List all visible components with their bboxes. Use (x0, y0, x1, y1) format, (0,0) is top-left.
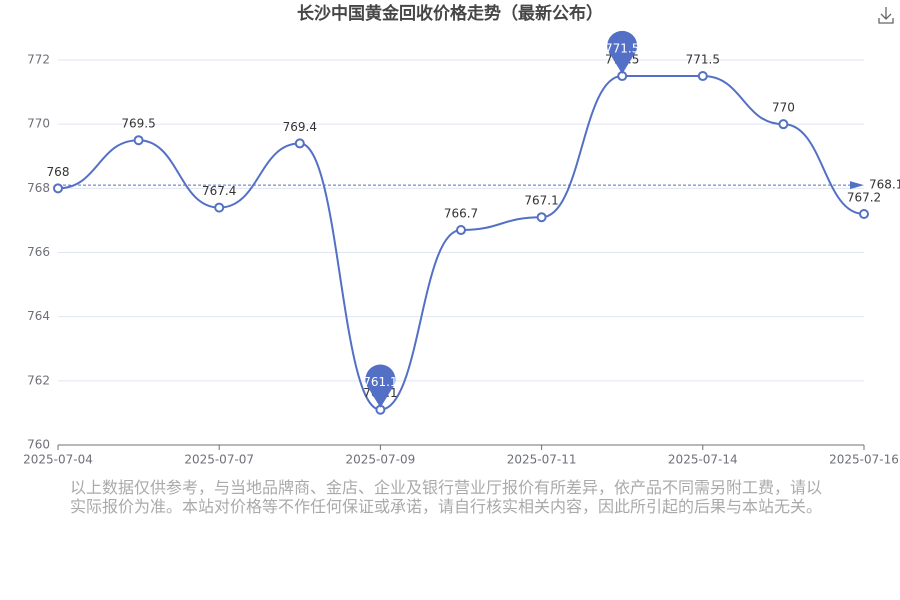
download-icon[interactable] (878, 7, 894, 24)
x-tick-label: 2025-07-11 (507, 453, 577, 467)
x-tick-label: 2025-07-16 (829, 453, 899, 467)
value-label: 768 (47, 165, 70, 179)
y-tick-label: 772 (27, 53, 50, 67)
point (456, 225, 466, 236)
y-tick-label: 764 (27, 309, 50, 323)
mark-pin (607, 30, 638, 75)
point (214, 202, 225, 213)
value-label: 767.2 (847, 191, 881, 205)
x-tick-label: 2025-07-04 (23, 453, 93, 467)
point (53, 183, 63, 194)
x-tick-label: 2025-07-14 (668, 453, 738, 467)
average-arrow (850, 181, 864, 190)
y-tick-label: 768 (27, 181, 50, 195)
value-label: 767.1 (524, 194, 558, 208)
y-tick-label: 770 (27, 117, 50, 131)
point (697, 71, 708, 82)
y-tick-label: 762 (27, 373, 50, 387)
y-tick-label: 760 (27, 438, 50, 452)
y-tick-label: 766 (27, 245, 50, 259)
value-label: 771.5 (686, 53, 720, 67)
point (536, 212, 547, 223)
mark-pin (365, 364, 396, 408)
line (57, 75, 865, 411)
value-label: 769.5 (121, 117, 155, 131)
mark-pin-label: 761.1 (363, 375, 397, 389)
point (294, 138, 305, 149)
value-label: 770 (772, 101, 795, 115)
value-label: 767.4 (202, 184, 236, 198)
x-tick-label: 2025-07-09 (346, 453, 416, 467)
chart-title: 长沙中国黄金回收价格走势（最新公布） (297, 3, 603, 24)
value-label: 769.4 (283, 120, 317, 134)
value-label: 766.7 (444, 207, 478, 221)
point (133, 135, 144, 146)
point (778, 119, 789, 130)
average-label: 768.1 (869, 178, 900, 192)
x-tick-label: 2025-07-07 (184, 453, 254, 467)
mark-pin-label: 771.5 (605, 42, 639, 56)
footnote: 以上数据仅供参考，与当地品牌商、金店、企业及银行营业厅报价有所差异，依产品不同需… (70, 478, 823, 516)
point (859, 209, 869, 219)
